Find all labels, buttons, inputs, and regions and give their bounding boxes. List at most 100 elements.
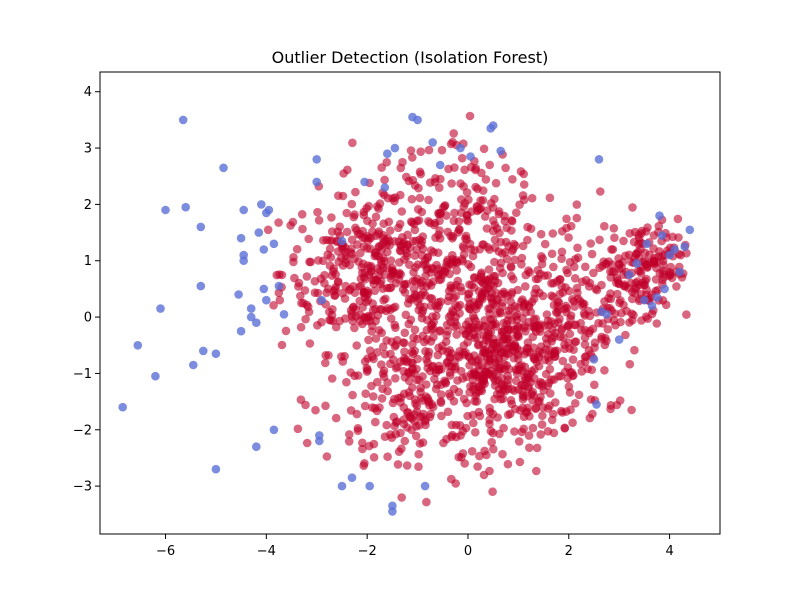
- inlier-point: [510, 341, 520, 351]
- inlier-point: [475, 411, 485, 421]
- inlier-point: [588, 324, 598, 334]
- inlier-point: [353, 426, 363, 436]
- inlier-point: [379, 366, 389, 376]
- inlier-point: [500, 216, 510, 226]
- inlier-point: [536, 269, 545, 279]
- inlier-point: [515, 457, 525, 467]
- outlier-point: [675, 267, 684, 277]
- outlier-point: [655, 211, 664, 220]
- inlier-point: [456, 366, 466, 376]
- outlier-point: [383, 149, 392, 158]
- inlier-point: [306, 257, 315, 267]
- outlier-point: [360, 177, 369, 187]
- inlier-point: [636, 266, 645, 276]
- inlier-point: [459, 341, 469, 350]
- inlier-point: [652, 319, 662, 328]
- inlier-point: [350, 210, 359, 219]
- outlier-point: [496, 146, 506, 156]
- inlier-point: [409, 284, 419, 294]
- inlier-point: [443, 296, 453, 306]
- inlier-point: [506, 262, 516, 271]
- inlier-point: [281, 326, 291, 336]
- inlier-point: [465, 388, 474, 397]
- outlier-point: [264, 205, 274, 215]
- inlier-point: [402, 461, 412, 470]
- inlier-point: [382, 263, 392, 273]
- inlier-point: [408, 153, 417, 162]
- inlier-point: [363, 296, 373, 305]
- inlier-point: [564, 382, 574, 391]
- inlier-point: [369, 439, 379, 449]
- inlier-point: [501, 163, 510, 173]
- inlier-point: [414, 462, 423, 472]
- inlier-point: [430, 374, 439, 384]
- outlier-point: [614, 335, 624, 344]
- inlier-point: [302, 272, 312, 281]
- inlier-point: [410, 251, 420, 260]
- inlier-point: [425, 401, 434, 410]
- inlier-point: [409, 268, 418, 277]
- inlier-point: [508, 175, 517, 184]
- outlier-point: [189, 360, 198, 370]
- outlier-point: [269, 425, 279, 435]
- inlier-point: [377, 240, 387, 250]
- inlier-point: [400, 347, 409, 357]
- inlier-point: [530, 374, 539, 383]
- inlier-point: [383, 247, 392, 257]
- inlier-point: [528, 332, 538, 342]
- inlier-point: [621, 330, 630, 340]
- inlier-point: [452, 321, 461, 330]
- inlier-point: [391, 429, 401, 439]
- inlier-point: [366, 263, 375, 272]
- inlier-point: [395, 268, 404, 278]
- inlier-point: [603, 325, 613, 334]
- inlier-point: [275, 295, 285, 305]
- inlier-point: [612, 273, 622, 283]
- inlier-point: [570, 262, 579, 272]
- inlier-point: [525, 443, 534, 453]
- inlier-point: [415, 439, 425, 448]
- inlier-point: [570, 337, 580, 347]
- inlier-point: [486, 199, 496, 208]
- inlier-point: [347, 312, 357, 321]
- inlier-point: [445, 346, 454, 355]
- inlier-point: [433, 248, 443, 257]
- inlier-point: [369, 275, 379, 285]
- inlier-point: [473, 340, 483, 350]
- inlier-point: [519, 180, 529, 189]
- inlier-point: [359, 210, 369, 220]
- inlier-point: [545, 193, 555, 203]
- inlier-point: [625, 229, 634, 238]
- inlier-point: [350, 323, 359, 333]
- outlier-point: [211, 349, 221, 359]
- outlier-point: [234, 290, 243, 299]
- inlier-point: [487, 293, 496, 303]
- inlier-point: [557, 247, 567, 257]
- inlier-point: [600, 221, 609, 231]
- inlier-point: [334, 257, 344, 267]
- inlier-point: [422, 335, 432, 344]
- inlier-point: [523, 391, 532, 401]
- inlier-point: [491, 178, 501, 188]
- inlier-point: [320, 270, 329, 280]
- inlier-point: [573, 253, 583, 262]
- inlier-point: [542, 310, 552, 319]
- inlier-point: [301, 314, 310, 324]
- inlier-point: [410, 410, 420, 419]
- inlier-point: [411, 431, 421, 441]
- inlier-point: [562, 303, 571, 313]
- inlier-point: [400, 280, 409, 289]
- inlier-point: [383, 234, 393, 243]
- inlier-point: [637, 316, 646, 325]
- inlier-point: [581, 357, 590, 367]
- inlier-point: [610, 309, 620, 319]
- inlier-point: [384, 217, 394, 227]
- inlier-point: [485, 415, 494, 425]
- inlier-point: [363, 354, 372, 363]
- inlier-point: [614, 254, 623, 263]
- inlier-point: [440, 202, 449, 211]
- outlier-point: [312, 177, 322, 187]
- inlier-point: [400, 288, 410, 297]
- inlier-point: [457, 195, 466, 204]
- inlier-point: [471, 428, 480, 437]
